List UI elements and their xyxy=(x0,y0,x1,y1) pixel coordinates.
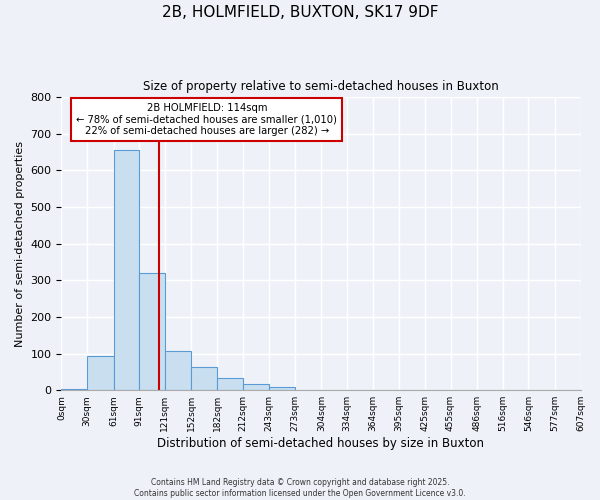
Bar xyxy=(191,368,217,390)
Bar xyxy=(269,388,295,390)
Bar xyxy=(243,384,269,390)
Bar xyxy=(87,356,113,390)
Bar xyxy=(61,389,87,390)
X-axis label: Distribution of semi-detached houses by size in Buxton: Distribution of semi-detached houses by … xyxy=(157,437,484,450)
Text: 2B, HOLMFIELD, BUXTON, SK17 9DF: 2B, HOLMFIELD, BUXTON, SK17 9DF xyxy=(162,5,438,20)
Text: 2B HOLMFIELD: 114sqm
← 78% of semi-detached houses are smaller (1,010)
22% of se: 2B HOLMFIELD: 114sqm ← 78% of semi-detac… xyxy=(76,103,337,136)
Bar xyxy=(139,273,165,390)
Title: Size of property relative to semi-detached houses in Buxton: Size of property relative to semi-detach… xyxy=(143,80,499,93)
Bar xyxy=(113,150,139,390)
Text: Contains HM Land Registry data © Crown copyright and database right 2025.
Contai: Contains HM Land Registry data © Crown c… xyxy=(134,478,466,498)
Bar xyxy=(165,350,191,390)
Y-axis label: Number of semi-detached properties: Number of semi-detached properties xyxy=(15,140,25,346)
Bar xyxy=(217,378,243,390)
